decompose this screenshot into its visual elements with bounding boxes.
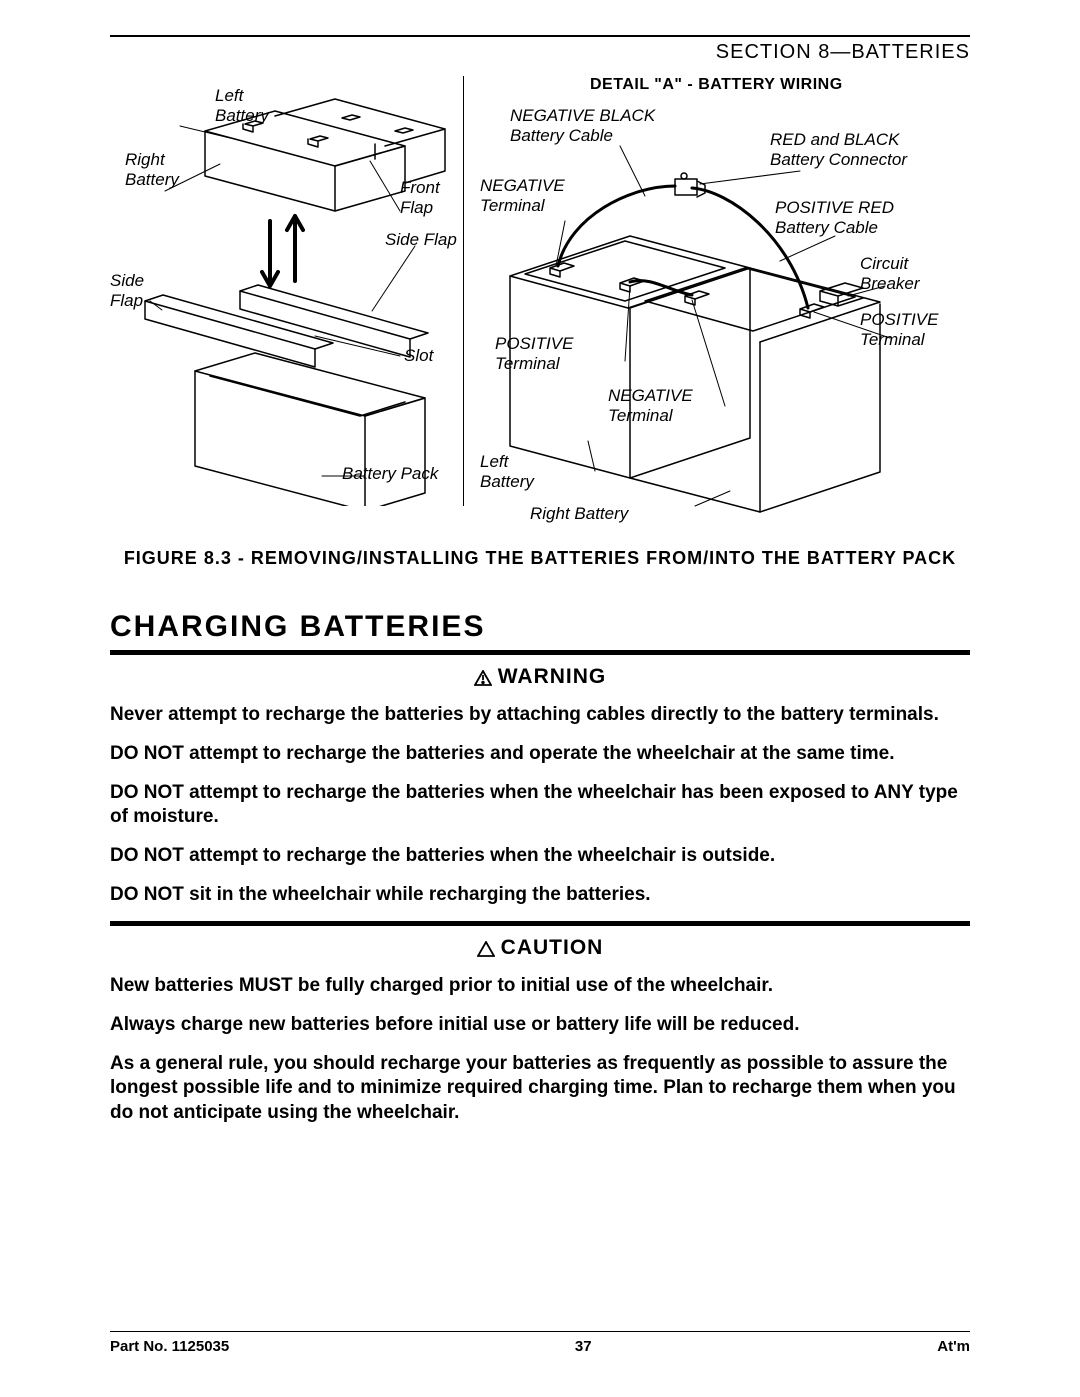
warning-item-2: DO NOT attempt to recharge the batteries… [110,781,970,830]
label-red-black-connector: RED and BLACK Battery Connector [770,130,907,169]
footer-part-no: Part No. 1125035 [110,1338,229,1355]
rule-after-heading [110,650,970,655]
footer-page-no: 37 [575,1338,592,1355]
label-battery-pack: Battery Pack [342,464,438,484]
figure-divider [463,76,464,506]
caution-icon [477,941,495,957]
label-right-battery-top: Right Battery [125,150,179,189]
label-pos-terminal-left: POSITIVE Terminal [495,334,573,373]
label-side-flap-right: Side Flap [385,230,457,250]
page-footer: Part No. 1125035 37 At'm [110,1331,970,1355]
rule-before-caution [110,921,970,926]
header-rule [110,35,970,37]
caution-label: CAUTION [501,936,604,959]
label-pos-terminal-right: POSITIVE Terminal [860,310,938,349]
label-left-battery-bottom: Left Battery [480,452,534,491]
label-pos-red-cable: POSITIVE RED Battery Cable [775,198,894,237]
label-neg-black-cable: NEGATIVE BLACK Battery Cable [510,106,655,145]
label-right-battery-bottom: Right Battery [530,504,628,524]
heading-charging-batteries: CHARGING BATTERIES [110,610,970,644]
caution-item-1: Always charge new batteries before initi… [110,1013,970,1038]
warning-item-3: DO NOT attempt to recharge the batteries… [110,844,970,869]
figure-caption: FIGURE 8.3 - REMOVING/INSTALLING THE BAT… [110,546,970,570]
warning-item-0: Never attempt to recharge the batteries … [110,703,970,728]
footer-product: At'm [937,1338,970,1355]
label-circuit-breaker: Circuit Breaker [860,254,920,293]
warning-item-4: DO NOT sit in the wheelchair while recha… [110,883,970,908]
warning-icon [474,670,492,686]
label-left-battery-top: Left Battery [215,86,269,125]
caution-heading: CAUTION [110,936,970,960]
caution-item-0: New batteries MUST be fully charged prio… [110,974,970,999]
footer-rule [110,1331,970,1332]
label-front-flap: Front Flap [400,178,440,217]
figure-8-3: Left Battery Right Battery Front Flap Si… [110,76,970,536]
warning-label: WARNING [498,665,607,688]
left-diagram-svg [110,76,460,506]
label-side-flap-left: Side Flap [110,271,144,310]
warning-item-1: DO NOT attempt to recharge the batteries… [110,742,970,767]
label-slot: Slot [404,346,433,366]
detail-title: DETAIL "A" - BATTERY WIRING [590,76,843,94]
label-neg-terminal-left: NEGATIVE Terminal [480,176,565,215]
caution-item-2: As a general rule, you should recharge y… [110,1052,970,1126]
warning-heading: WARNING [110,665,970,689]
label-neg-terminal-bottom: NEGATIVE Terminal [608,386,693,425]
section-header: SECTION 8—BATTERIES [110,41,970,64]
